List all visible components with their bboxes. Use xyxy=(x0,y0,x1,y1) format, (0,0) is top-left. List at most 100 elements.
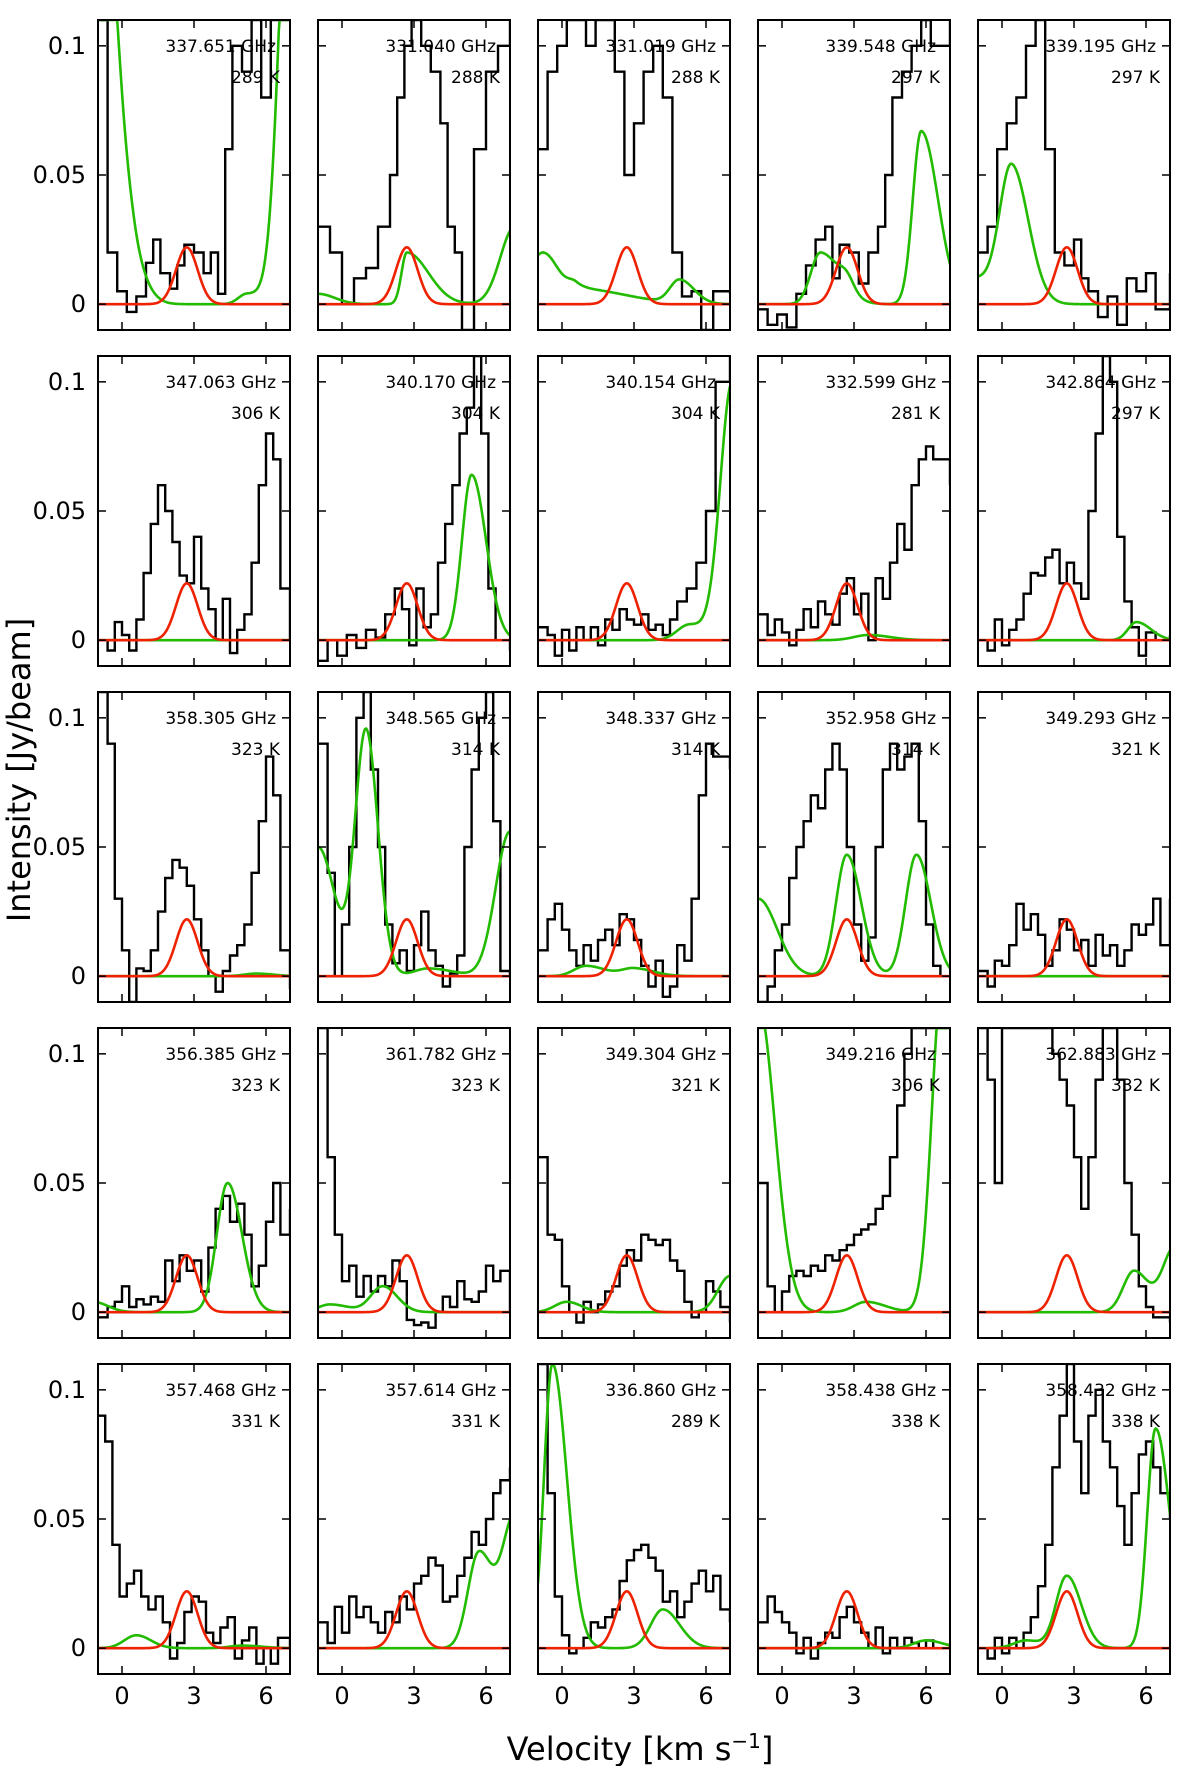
y-tick-label: 0.05 xyxy=(33,1505,86,1533)
panel-18: 349.304 GHz 321 K xyxy=(537,1027,731,1339)
panel-13: 348.337 GHz 314 K xyxy=(537,691,731,1003)
panel-temperature: 323 K xyxy=(231,1076,281,1096)
panel-temperature: 323 K xyxy=(451,1076,501,1096)
model-total-curve xyxy=(538,251,730,306)
y-tick-label: 0 xyxy=(71,290,86,318)
x-tick-label: 6 xyxy=(1138,1682,1153,1710)
x-axis-title-close: ] xyxy=(761,1730,773,1766)
panel-23: 0 3 6 336.860 GHz 289 K xyxy=(537,1363,731,1710)
x-tick-label: 3 xyxy=(1066,1682,1081,1710)
model-species-curve xyxy=(978,582,1170,642)
panel-temperature: 314 K xyxy=(451,740,501,760)
panel-temperature: 297 K xyxy=(1111,68,1161,88)
model-species-curve xyxy=(318,1254,510,1314)
panel-frequency: 358.432 GHz xyxy=(1045,1381,1156,1401)
model-total-curve xyxy=(318,473,510,642)
panel-frequency: 348.565 GHz xyxy=(385,709,496,729)
observed-spectrum xyxy=(98,432,290,655)
observed-spectrum xyxy=(758,742,950,1002)
model-species-curve xyxy=(98,246,290,306)
panel-frame xyxy=(317,1363,511,1675)
panel-21: 0 0.05 0.1 0 3 6 357.468 GHz 331 K xyxy=(33,1363,291,1710)
panel-temperature: 331 K xyxy=(451,1412,501,1432)
panel-frequency: 357.614 GHz xyxy=(385,1381,496,1401)
panel-frame xyxy=(317,19,511,331)
panel-temperature: 314 K xyxy=(671,740,721,760)
y-tick-label: 0.05 xyxy=(33,161,86,189)
plot-area xyxy=(978,897,1170,988)
panel-14: 352.958 GHz 314 K xyxy=(757,691,951,1003)
model-total-curve xyxy=(538,964,730,978)
x-axis-title: Velocity [km s−1] xyxy=(507,1729,774,1766)
panel-16: 0 0.05 0.1 356.385 GHz 323 K xyxy=(33,1027,291,1339)
x-axis-title-exponent: −1 xyxy=(731,1729,760,1753)
plot-area xyxy=(318,1467,510,1650)
model-species-curve xyxy=(758,918,950,978)
panel-frame xyxy=(537,1363,731,1675)
model-total-curve xyxy=(758,853,950,976)
panel-frequency: 340.170 GHz xyxy=(385,373,496,393)
observed-spectrum xyxy=(318,692,510,988)
panel-temperature: 304 K xyxy=(451,404,501,424)
panel-frequency: 339.548 GHz xyxy=(825,37,936,57)
model-total-curve xyxy=(538,385,730,642)
panel-frequency: 342.864 GHz xyxy=(1045,373,1156,393)
model-species-curve xyxy=(978,918,1170,978)
model-species-curve xyxy=(538,246,730,306)
model-species-curve xyxy=(318,582,510,642)
plot-area xyxy=(318,692,510,988)
model-total-curve xyxy=(98,20,290,306)
panel-19: 349.216 GHz 306 K xyxy=(757,1027,951,1339)
model-species-curve xyxy=(98,582,290,642)
y-axis-title: Intensity [Jy/beam] xyxy=(0,618,38,922)
model-species-curve xyxy=(978,1590,1170,1650)
observed-spectrum xyxy=(758,1028,950,1314)
panel-frequency: 358.305 GHz xyxy=(165,709,276,729)
y-tick-label: 0.05 xyxy=(33,497,86,525)
panel-temperature: 288 K xyxy=(671,68,721,88)
panel-temperature: 338 K xyxy=(891,1412,941,1432)
x-tick-label: 0 xyxy=(334,1682,349,1710)
model-total-curve xyxy=(318,727,510,975)
observed-spectrum xyxy=(318,1467,510,1645)
panel-10: 342.864 GHz 297 K xyxy=(977,355,1171,667)
y-tick-label: 0.1 xyxy=(48,1376,86,1404)
model-species-curve xyxy=(538,1254,730,1314)
panel-frequency: 331.040 GHz xyxy=(385,37,496,57)
panel-temperature: 288 K xyxy=(451,68,501,88)
plot-area xyxy=(758,1028,950,1314)
model-total-curve xyxy=(978,620,1170,642)
observed-spectrum xyxy=(538,20,730,330)
observed-spectrum xyxy=(318,356,510,663)
panel-temperature: 314 K xyxy=(891,740,941,760)
plot-area xyxy=(538,742,730,999)
model-species-curve xyxy=(758,582,950,642)
model-total-curve xyxy=(538,1364,730,1650)
panel-9: 332.599 GHz 281 K xyxy=(757,355,951,667)
model-total-curve xyxy=(978,162,1170,306)
panel-4: 339.548 GHz 297 K xyxy=(757,19,951,331)
panel-frequency: 339.195 GHz xyxy=(1045,37,1156,57)
panel-grid: 0 0.05 0.1 337.651 GHz 289 K 331.040 GHz 288 K… xyxy=(33,19,1171,1710)
panel-frame xyxy=(537,1027,731,1339)
observed-spectrum xyxy=(978,1028,1170,1323)
observed-spectrum xyxy=(98,692,290,1002)
panel-frequency: 349.293 GHz xyxy=(1045,709,1156,729)
model-species-curve xyxy=(318,246,510,306)
panel-22: 0 3 6 357.614 GHz 331 K xyxy=(317,1363,511,1710)
model-total-curve xyxy=(98,1181,290,1314)
panel-temperature: 331 K xyxy=(231,1412,281,1432)
panel-temperature: 297 K xyxy=(891,68,941,88)
plot-area xyxy=(318,1028,510,1329)
panel-3: 331.019 GHz 288 K xyxy=(537,19,731,331)
panel-temperature: 289 K xyxy=(231,68,281,88)
x-tick-label: 0 xyxy=(774,1682,789,1710)
panel-frame xyxy=(97,355,291,667)
model-species-curve xyxy=(538,918,730,978)
panel-11: 0 0.05 0.1 358.305 GHz 323 K xyxy=(33,691,291,1003)
observed-spectrum xyxy=(98,1414,290,1665)
plot-area xyxy=(98,20,290,314)
model-species-curve xyxy=(318,918,510,978)
panel-frequency: 358.438 GHz xyxy=(825,1381,936,1401)
